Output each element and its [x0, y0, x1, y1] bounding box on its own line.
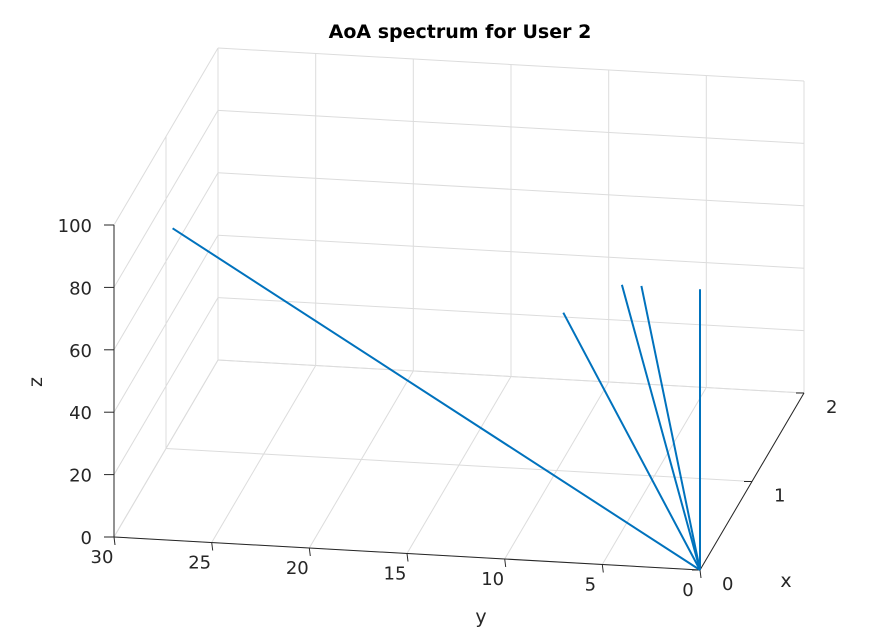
y-axis-label: y	[475, 606, 486, 628]
side-wall-gridline	[113, 110, 219, 288]
series-line-2	[562, 312, 701, 571]
side-wall-gridline	[113, 297, 219, 475]
z-tick-label: 20	[69, 466, 92, 487]
side-wall-gridline	[113, 47, 219, 226]
y-tick-mark	[113, 536, 116, 546]
side-wall-gridline	[113, 359, 219, 538]
z-tick-label: 0	[81, 528, 92, 549]
back-wall-gridline	[217, 359, 805, 394]
y-tick-mark	[211, 542, 214, 551]
z-tick-label: 80	[69, 278, 92, 299]
y-tick-mark	[699, 569, 702, 579]
back-wall-gridline	[217, 47, 805, 82]
x-tick-label: 2	[826, 397, 837, 418]
x-tick-label: 0	[722, 574, 733, 595]
x-axis-label: x	[780, 570, 791, 592]
z-tick-label: 60	[69, 341, 92, 362]
back-wall-gridline	[217, 109, 805, 144]
y-tick-label: 15	[384, 564, 407, 585]
grid-lines	[113, 47, 805, 571]
y-tick-label: 30	[91, 547, 114, 568]
y-tick-label: 10	[481, 569, 504, 590]
side-wall-gridline	[113, 234, 219, 413]
y-tick-mark	[504, 558, 507, 568]
y-tick-label: 25	[188, 553, 211, 574]
chart-title: AoA spectrum for User 2	[329, 21, 592, 43]
series-line-3	[620, 284, 701, 571]
x-tick-label: 1	[774, 486, 785, 507]
data-series	[172, 227, 701, 571]
z-tick-label: 100	[58, 216, 92, 237]
floor-gridline	[165, 448, 753, 482]
z-tick-label: 40	[69, 403, 92, 424]
back-wall-gridline	[217, 234, 805, 269]
back-wall-gridline	[217, 172, 805, 207]
y-tick-mark	[406, 553, 409, 562]
y-tick-label: 20	[286, 558, 309, 579]
series-line-4	[640, 285, 701, 571]
series-line-1	[172, 227, 701, 571]
y-tick-label: 5	[585, 575, 596, 596]
axes	[104, 224, 805, 579]
z-axis-label: z	[25, 377, 47, 387]
y-tick-mark	[308, 547, 311, 557]
y-tick-label: 0	[682, 580, 693, 601]
side-wall-gridline	[113, 172, 219, 351]
back-wall-gridline	[217, 297, 805, 332]
y-tick-mark	[601, 564, 604, 573]
